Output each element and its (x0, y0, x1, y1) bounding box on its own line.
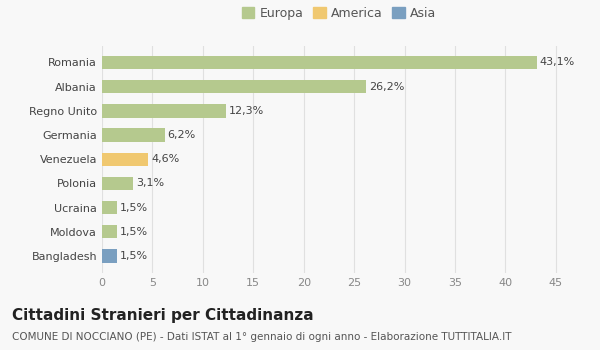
Bar (102, 225, 117, 238)
Text: Cittadini Stranieri per Cittadinanza: Cittadini Stranieri per Cittadinanza (12, 308, 314, 323)
Bar (102, 128, 164, 142)
Text: 6,2%: 6,2% (167, 130, 196, 140)
Text: 12,3%: 12,3% (229, 106, 265, 116)
Legend: Europa, America, Asia: Europa, America, Asia (237, 2, 441, 25)
Bar (102, 177, 133, 190)
Text: 1,5%: 1,5% (120, 251, 148, 261)
Text: 1,5%: 1,5% (120, 227, 148, 237)
Text: 1,5%: 1,5% (120, 203, 148, 213)
Bar (102, 80, 366, 93)
Text: 43,1%: 43,1% (539, 57, 575, 68)
Bar (102, 249, 117, 262)
Bar (102, 201, 117, 214)
Text: COMUNE DI NOCCIANO (PE) - Dati ISTAT al 1° gennaio di ogni anno - Elaborazione T: COMUNE DI NOCCIANO (PE) - Dati ISTAT al … (12, 332, 511, 343)
Text: 3,1%: 3,1% (136, 178, 164, 188)
Bar (102, 56, 536, 69)
Bar (102, 104, 226, 118)
Bar (102, 153, 148, 166)
Text: 4,6%: 4,6% (151, 154, 179, 164)
Text: 26,2%: 26,2% (369, 82, 404, 92)
